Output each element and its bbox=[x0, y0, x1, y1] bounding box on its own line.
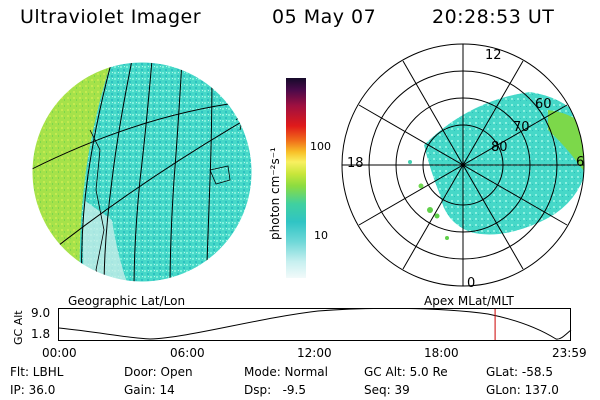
geographic-image bbox=[31, 61, 253, 283]
info-gain: Gain: 14 bbox=[124, 383, 175, 397]
time-label: 20:28:53 UT bbox=[432, 6, 555, 28]
mlt-label-0: 0 bbox=[467, 276, 476, 291]
time-tick-2359: 23:59 bbox=[552, 346, 587, 360]
info-gc-alt: GC Alt: 5.0 Re bbox=[364, 365, 448, 379]
altitude-axis-label: GC Alt bbox=[12, 310, 25, 345]
time-tick-1800: 18:00 bbox=[424, 346, 459, 360]
info-filter: Flt: LBHL bbox=[10, 365, 64, 379]
altitude-plot-frame bbox=[58, 308, 571, 341]
altitude-curve bbox=[58, 308, 572, 340]
polar-plot bbox=[341, 43, 585, 287]
info-dsp: Dsp: -9.5 bbox=[244, 383, 307, 397]
apex-panel-label: Apex MLat/MLT bbox=[424, 294, 514, 308]
mlt-label-6: 6 bbox=[576, 155, 585, 170]
info-seq: Seq: 39 bbox=[364, 383, 410, 397]
altitude-tick-1-8: 1.8 bbox=[31, 327, 51, 341]
altitude-tick-9: 9.0 bbox=[31, 306, 51, 320]
info-door: Door: Open bbox=[124, 365, 193, 379]
time-tick-0600: 06:00 bbox=[170, 346, 205, 360]
info-mode: Mode: Normal bbox=[244, 365, 328, 379]
colorbar-unit-label: photon cm⁻²s⁻¹ bbox=[268, 147, 282, 240]
colorbar-tick-100: 100 bbox=[310, 140, 331, 153]
info-glon: GLon: 137.0 bbox=[486, 383, 559, 397]
info-glat: GLat: -58.5 bbox=[486, 365, 553, 379]
imager-title: Ultraviolet Imager bbox=[20, 6, 202, 28]
mlat-label-60: 60 bbox=[535, 97, 552, 112]
altitude-plot bbox=[58, 308, 572, 341]
date-label: 05 May 07 bbox=[272, 6, 377, 28]
info-ip: IP: 36.0 bbox=[10, 383, 56, 397]
mlat-label-80: 80 bbox=[491, 140, 508, 155]
geographic-panel-label: Geographic Lat/Lon bbox=[68, 294, 186, 308]
time-tick-1200: 12:00 bbox=[297, 346, 332, 360]
time-tick-0000: 00:00 bbox=[42, 346, 77, 360]
mlt-label-12: 12 bbox=[485, 48, 502, 63]
mlt-label-18: 18 bbox=[347, 156, 364, 171]
colorbar bbox=[286, 78, 306, 278]
colorbar-tick-10: 10 bbox=[314, 229, 328, 242]
mlat-label-70: 70 bbox=[513, 120, 530, 135]
